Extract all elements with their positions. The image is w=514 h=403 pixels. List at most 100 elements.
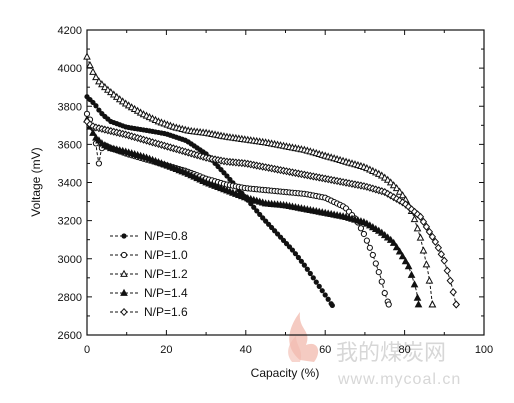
- y-tick-label: 3400: [58, 178, 82, 190]
- data-point: [452, 300, 460, 309]
- series-line: [86, 121, 457, 305]
- data-point: [316, 283, 322, 289]
- data-point: [416, 233, 425, 241]
- data-point: [410, 280, 419, 288]
- data-point: [98, 80, 106, 88]
- data-point: [428, 232, 437, 241]
- data-point: [95, 77, 103, 85]
- data-point: [392, 183, 401, 192]
- data-point: [425, 276, 434, 284]
- legend-label: N/P=1.4: [144, 286, 188, 300]
- legend-marker: [120, 288, 128, 296]
- data-point: [422, 260, 431, 268]
- data-point: [416, 212, 425, 221]
- data-point: [289, 247, 296, 253]
- y-tick-label: 2800: [58, 292, 82, 304]
- data-point: [407, 270, 416, 278]
- data-point: [366, 244, 373, 251]
- data-point: [446, 276, 454, 285]
- x-tick-label: 40: [240, 344, 252, 356]
- data-point: [395, 247, 404, 255]
- data-point: [257, 211, 263, 218]
- data-point: [89, 128, 97, 136]
- tick-labels: 0 20 40 60 80 100 2600 2800 3000 3200 3400 3600 3800…: [58, 25, 494, 356]
- data-point: [301, 262, 307, 268]
- watermark-url-text: www.mycoal.cn: [337, 371, 461, 388]
- data-point: [357, 225, 365, 232]
- data-point: [310, 275, 316, 281]
- data-point: [401, 257, 410, 265]
- x-tick-label: 80: [398, 344, 410, 356]
- data-point: [385, 301, 392, 308]
- legend-item: N/P=1.6: [110, 305, 188, 319]
- data-point: [227, 176, 233, 183]
- legend-label: N/P=1.2: [144, 267, 188, 281]
- data-point: [419, 217, 428, 226]
- x-tick-label: 100: [475, 344, 493, 356]
- y-tick-label: 2600: [58, 330, 82, 342]
- data-point: [254, 208, 260, 214]
- y-tick-label: 4000: [58, 63, 82, 75]
- x-axis-title: Capacity (%): [251, 366, 320, 380]
- data-point: [431, 237, 440, 246]
- data-point: [92, 133, 100, 141]
- data-point: [89, 67, 97, 75]
- y-tick-label: 3000: [58, 254, 82, 266]
- y-tick-label: 4200: [58, 25, 82, 37]
- data-point: [96, 107, 102, 113]
- data-point: [422, 222, 431, 231]
- data-point: [90, 99, 96, 106]
- watermark-chinese-text: 我的煤炭网: [336, 341, 446, 366]
- legend-marker: [120, 251, 128, 259]
- data-point: [360, 230, 368, 238]
- data-point: [378, 278, 385, 285]
- data-point: [329, 302, 335, 309]
- legend-item: N/P=1.0: [110, 248, 188, 262]
- data-point: [413, 224, 422, 232]
- legend: N/P=0.8 N/P=1.0 N/P=1.2 N/P=1.4 N/P=1.6: [110, 229, 188, 319]
- flame-logo-icon: [288, 312, 319, 362]
- y-axis-title: Voltage (mV): [29, 147, 43, 216]
- data-point: [83, 52, 91, 60]
- data-point: [93, 103, 99, 109]
- legend-label: N/P=1.0: [144, 248, 188, 262]
- y-tick-label: 3600: [58, 139, 82, 151]
- data-point: [389, 181, 398, 189]
- series-line: [86, 56, 433, 305]
- series-layer: [83, 52, 460, 309]
- data-point: [414, 300, 423, 308]
- data-point: [101, 82, 109, 91]
- legend-marker: [120, 307, 128, 317]
- data-point: [386, 235, 395, 243]
- data-point: [307, 270, 313, 277]
- data-point: [398, 191, 407, 199]
- legend-marker: [120, 269, 128, 277]
- series-line: [86, 119, 419, 305]
- data-point: [363, 237, 370, 244]
- data-point: [443, 266, 451, 275]
- legend-label: N/P=1.6: [144, 305, 188, 319]
- y-tick-label: 3200: [58, 216, 82, 228]
- data-point: [381, 289, 388, 297]
- x-tick-label: 60: [319, 344, 331, 356]
- data-point: [369, 251, 376, 259]
- data-point: [292, 251, 299, 257]
- series-n-p-1-4: [83, 115, 423, 308]
- data-point: [425, 227, 434, 236]
- series-n-p-1-6: [83, 117, 460, 309]
- data-point: [383, 175, 392, 183]
- data-point: [86, 61, 94, 69]
- data-point: [398, 252, 407, 260]
- legend-label: N/P=0.8: [144, 229, 188, 243]
- data-point: [434, 243, 443, 252]
- x-tick-label: 0: [84, 344, 90, 356]
- data-point: [313, 279, 319, 285]
- x-tick-label: 20: [160, 344, 172, 356]
- legend-item: N/P=1.2: [110, 267, 188, 281]
- data-point: [386, 178, 395, 186]
- data-point: [295, 254, 302, 261]
- data-point: [389, 238, 398, 246]
- series-n-p-0-8: [84, 94, 335, 309]
- legend-marker: [121, 233, 127, 239]
- series-n-p-1-2: [83, 52, 437, 308]
